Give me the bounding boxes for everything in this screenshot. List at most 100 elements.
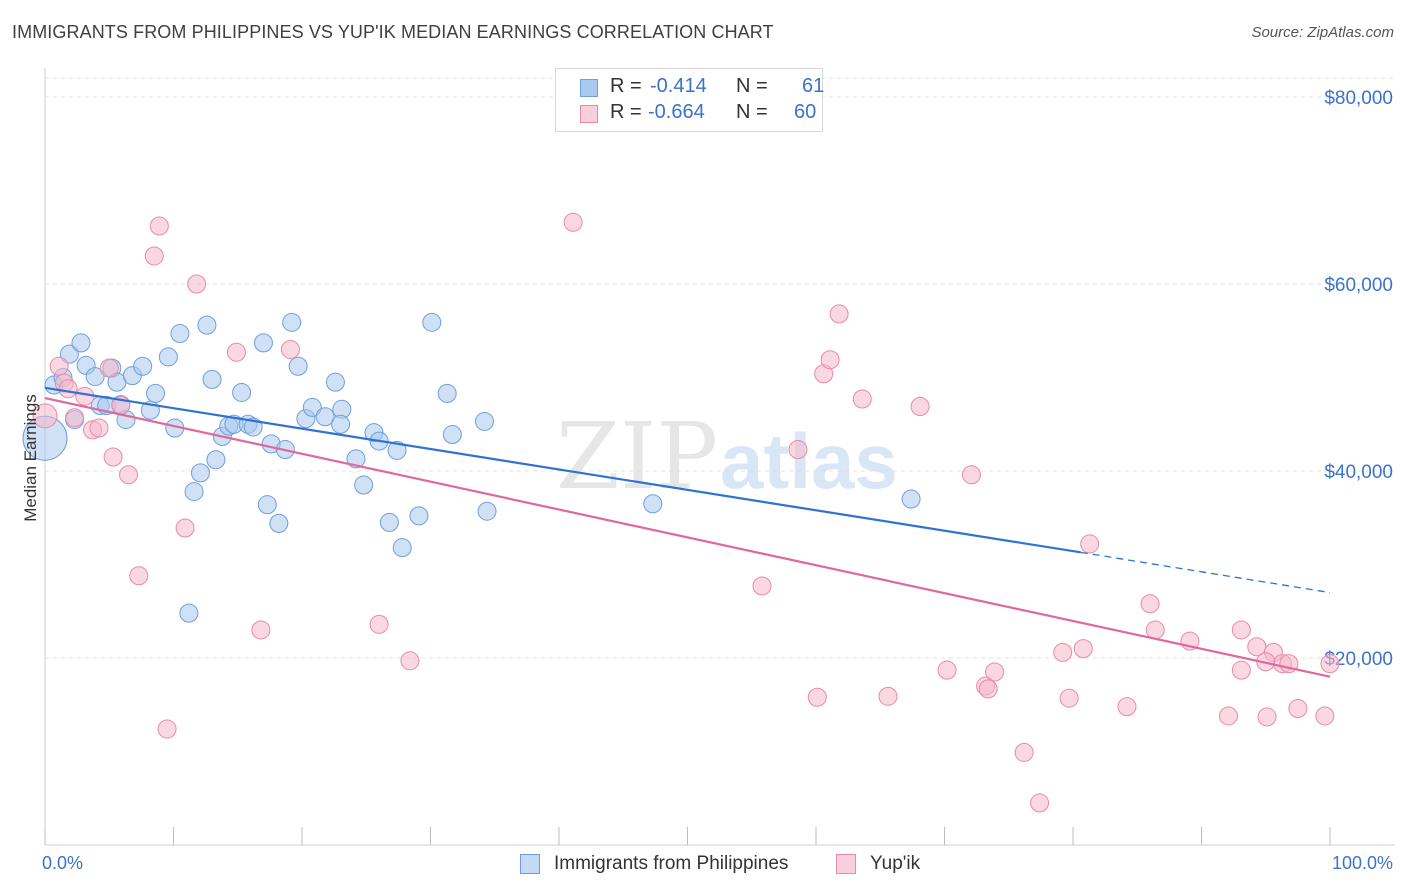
yupik-point	[807, 687, 827, 707]
philippines-point	[354, 475, 374, 495]
yupik-point	[251, 620, 271, 640]
philippines-point	[59, 344, 79, 364]
philippines-point	[257, 495, 277, 515]
watermark-atlas: atlas	[720, 417, 898, 505]
philippines-point	[179, 603, 199, 623]
yupik-point	[369, 614, 389, 634]
legend-n-label: N =	[736, 101, 768, 123]
source-label: Source: ZipAtlas.com	[1251, 24, 1394, 41]
philippines-point	[206, 450, 226, 470]
philippines-point	[643, 494, 663, 514]
philippines-point	[197, 315, 217, 335]
philippines-point	[190, 463, 210, 483]
philippines-point	[901, 489, 921, 509]
yupik-point	[119, 465, 139, 485]
philippines-point	[202, 369, 222, 389]
watermark-zip: ZIP	[556, 403, 718, 510]
yupik-point	[175, 518, 195, 538]
yupik-point	[226, 342, 246, 362]
yupik-point	[103, 447, 123, 467]
philippines-point	[346, 449, 366, 469]
yupik-point	[144, 246, 164, 266]
philippines-point	[442, 425, 462, 445]
yupik-point	[1231, 660, 1251, 680]
yupik-point	[985, 662, 1005, 682]
y-tick-label: $40,000	[1324, 462, 1393, 483]
philippines-point	[315, 407, 335, 427]
philippines-point	[232, 382, 252, 402]
yupik-point	[788, 439, 808, 459]
philippines-point	[253, 333, 273, 353]
yupik-point	[157, 719, 177, 739]
bottom-legend-swatch-yupik	[836, 854, 856, 874]
yupik-point	[1117, 697, 1137, 717]
yupik-point	[32, 403, 58, 429]
legend-swatch-philippines	[580, 79, 598, 97]
yupik-point	[65, 408, 85, 428]
stats-legend: R = -0.414 N = 61 R = -0.664 N = 60	[555, 68, 825, 132]
legend-n-label: N =	[736, 75, 768, 97]
yupik-point	[1315, 706, 1335, 726]
yupik-point	[1257, 707, 1277, 727]
yupik-point	[878, 686, 898, 706]
yupik-point	[563, 212, 583, 232]
philippines-point	[282, 312, 302, 332]
yupik-point	[1030, 793, 1050, 813]
legend-r-value: -0.664	[648, 101, 705, 123]
yupik-point	[978, 679, 998, 699]
yupik-point	[1288, 698, 1308, 718]
yupik-point	[1059, 688, 1079, 708]
philippines-point	[288, 356, 308, 376]
yupik-point	[1247, 637, 1267, 657]
yupik-point	[820, 350, 840, 370]
chart-title: IMMIGRANTS FROM PHILIPPINES VS YUP'IK ME…	[12, 22, 774, 42]
yupik-point	[1014, 742, 1034, 762]
yupik-point	[1140, 594, 1160, 614]
yupik-point	[910, 396, 930, 416]
yupik-point	[852, 389, 872, 409]
yupik-point	[961, 465, 981, 485]
yupik-point	[49, 356, 69, 376]
yupik-point	[280, 339, 300, 359]
x-tick-label-min: 0.0%	[42, 853, 83, 873]
philippines-point	[302, 397, 322, 417]
y-axis-title: Median Earnings	[21, 394, 40, 522]
philippines-point	[387, 440, 407, 460]
philippines-point	[158, 347, 178, 367]
yupik-point	[1231, 620, 1251, 640]
x-tick-label-max: 100.0%	[1332, 853, 1393, 873]
legend-r-value: -0.414	[650, 75, 707, 97]
bottom-legend-label: Yup'ik	[870, 853, 921, 874]
philippines-point	[133, 356, 153, 376]
philippines-point	[71, 333, 91, 353]
philippines-point	[379, 512, 399, 532]
yupik-point	[89, 418, 109, 438]
yupik-point	[1320, 654, 1340, 674]
yupik-point	[1218, 706, 1238, 726]
philippines-point	[409, 506, 429, 526]
philippines-point	[146, 383, 166, 403]
y-tick-label: $80,000	[1324, 88, 1393, 109]
philippines-point	[422, 312, 442, 332]
philippines-point	[170, 324, 190, 344]
yupik-point	[1080, 534, 1100, 554]
legend-n-value: 60	[794, 101, 817, 123]
bottom-legend-swatch-philippines	[520, 854, 540, 874]
yupik-point	[1073, 639, 1093, 659]
legend-n-value: 61	[802, 75, 825, 97]
philippines-trend-line	[44, 386, 1081, 554]
yupik-trend-line	[44, 396, 1331, 678]
yupik-point	[58, 379, 78, 399]
philippines-point	[269, 513, 289, 533]
y-tick-label: $60,000	[1324, 275, 1393, 296]
yupik-point	[829, 304, 849, 324]
philippines-point	[474, 411, 494, 431]
philippines-point	[392, 538, 412, 558]
yupik-point	[99, 358, 119, 378]
legend-r-label: R =	[610, 101, 642, 123]
bottom-legend-label: Immigrants from Philippines	[554, 853, 789, 874]
philippines-point	[331, 414, 351, 434]
philippines-point	[437, 383, 457, 403]
